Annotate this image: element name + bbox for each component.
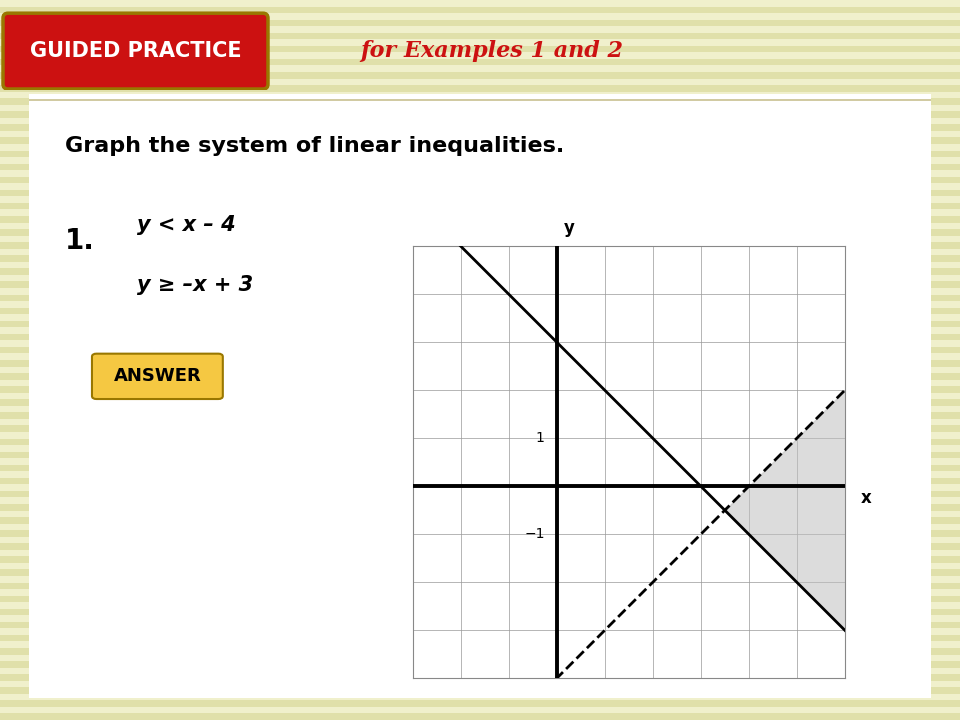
Bar bbox=[0, 661, 960, 667]
Bar bbox=[0, 59, 960, 66]
Bar bbox=[0, 138, 960, 144]
Bar bbox=[0, 347, 960, 354]
Text: y < x – 4: y < x – 4 bbox=[137, 215, 236, 235]
Text: −1: −1 bbox=[524, 527, 544, 541]
Text: y ≥ –x + 3: y ≥ –x + 3 bbox=[137, 275, 253, 295]
Bar bbox=[0, 608, 960, 616]
Text: 1: 1 bbox=[536, 431, 544, 445]
Bar bbox=[0, 674, 960, 680]
Bar bbox=[0, 688, 960, 694]
Bar bbox=[0, 19, 960, 26]
Bar bbox=[0, 701, 960, 707]
Bar bbox=[0, 426, 960, 432]
Bar bbox=[0, 464, 960, 472]
Bar bbox=[0, 282, 960, 288]
Bar bbox=[0, 112, 960, 118]
Bar bbox=[0, 400, 960, 406]
Bar bbox=[0, 85, 960, 91]
Bar bbox=[0, 229, 960, 235]
Bar bbox=[0, 582, 960, 589]
Text: 1.: 1. bbox=[65, 227, 95, 255]
Bar bbox=[0, 125, 960, 131]
Bar bbox=[0, 451, 960, 458]
Bar bbox=[0, 635, 960, 642]
Bar bbox=[0, 269, 960, 275]
Bar bbox=[0, 216, 960, 222]
Bar bbox=[0, 176, 960, 184]
Bar bbox=[0, 242, 960, 248]
Bar bbox=[0, 190, 960, 197]
Text: Graph the system of linear inequalities.: Graph the system of linear inequalities. bbox=[65, 136, 564, 156]
Bar bbox=[0, 595, 960, 602]
Bar bbox=[0, 438, 960, 445]
Bar bbox=[0, 413, 960, 419]
Bar bbox=[0, 320, 960, 328]
Bar bbox=[0, 294, 960, 301]
Bar bbox=[0, 46, 960, 53]
Text: ANSWER: ANSWER bbox=[114, 367, 202, 385]
Bar bbox=[0, 530, 960, 536]
Bar bbox=[0, 544, 960, 550]
Bar bbox=[0, 648, 960, 654]
FancyBboxPatch shape bbox=[3, 13, 268, 89]
Bar bbox=[0, 98, 960, 104]
Bar bbox=[0, 32, 960, 40]
Bar bbox=[0, 203, 960, 210]
Text: x: x bbox=[861, 490, 872, 507]
Bar bbox=[0, 570, 960, 576]
Bar bbox=[0, 386, 960, 392]
Bar bbox=[0, 6, 960, 13]
Bar bbox=[0, 504, 960, 510]
Bar bbox=[0, 360, 960, 366]
Bar bbox=[0, 72, 960, 78]
FancyBboxPatch shape bbox=[92, 354, 223, 399]
Bar bbox=[0, 622, 960, 629]
Bar bbox=[0, 517, 960, 523]
Bar bbox=[0, 373, 960, 379]
Bar bbox=[0, 163, 960, 170]
Text: GUIDED PRACTICE: GUIDED PRACTICE bbox=[30, 41, 242, 61]
Bar bbox=[0, 714, 960, 720]
Bar bbox=[0, 307, 960, 314]
Bar bbox=[0, 256, 960, 262]
Bar bbox=[0, 334, 960, 341]
Text: for Examples 1 and 2: for Examples 1 and 2 bbox=[360, 40, 623, 62]
Bar bbox=[0, 491, 960, 498]
Text: y: y bbox=[564, 219, 574, 237]
Bar bbox=[0, 150, 960, 157]
Bar bbox=[0, 557, 960, 563]
Bar bbox=[0, 478, 960, 485]
